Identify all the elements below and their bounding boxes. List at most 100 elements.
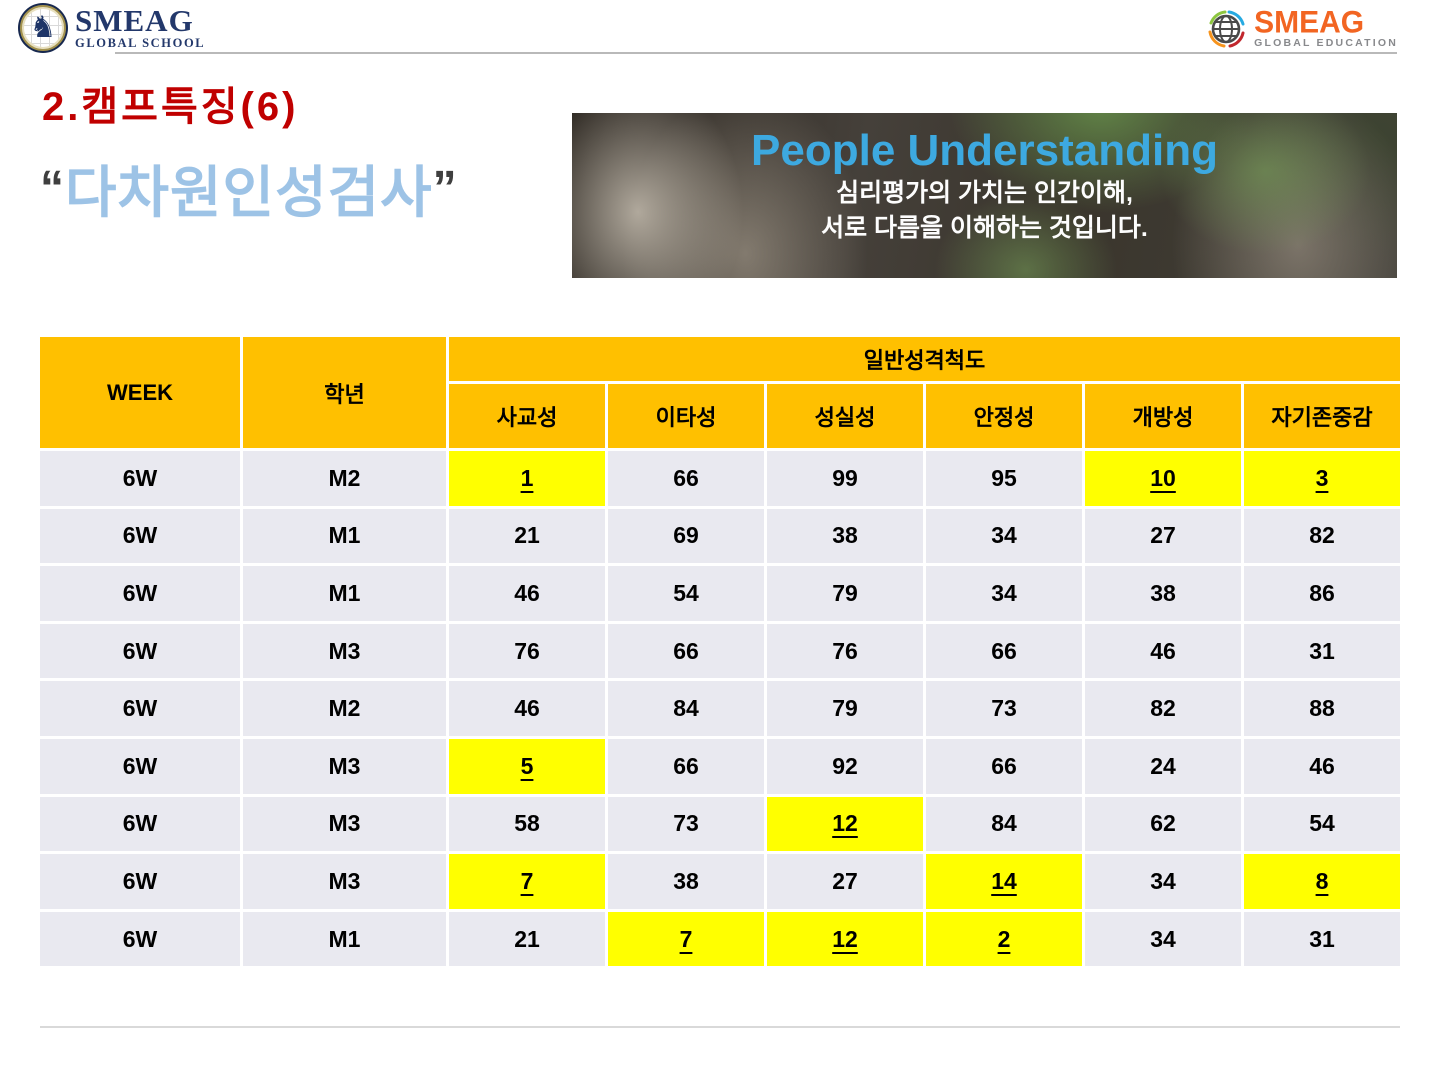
table-row: 6W M1 21 7 12 2 34 31 <box>40 911 1400 967</box>
logo-brand-text: SMEAG <box>75 2 194 38</box>
score-cell-highlighted: 8 <box>1244 854 1400 909</box>
grade-cell: M1 <box>243 911 446 967</box>
score-cell: 38 <box>608 854 764 909</box>
score-cell: 66 <box>608 451 764 506</box>
score-cell: 58 <box>449 796 605 852</box>
score-cell: 38 <box>767 508 923 564</box>
score-cell-highlighted: 10 <box>1085 451 1241 506</box>
banner-line-1: 심리평가의 가치는 인간이해, <box>836 179 1133 207</box>
score-cell: 88 <box>1244 681 1400 736</box>
score-cell: 27 <box>1085 508 1241 564</box>
score-cell: 99 <box>767 451 923 506</box>
page-title: 2.캠프특징(6) <box>42 85 299 129</box>
group-header-scale: 일반성격척도 <box>449 337 1400 381</box>
score-cell-highlighted: 14 <box>926 854 1082 909</box>
column-header-grade: 학년 <box>243 337 446 448</box>
score-cell: 24 <box>1085 738 1241 794</box>
grade-cell: M3 <box>243 854 446 909</box>
score-cell: 92 <box>767 738 923 794</box>
score-cell: 66 <box>608 738 764 794</box>
score-cell: 76 <box>767 623 923 679</box>
score-cell-highlighted: 3 <box>1244 451 1400 506</box>
grade-cell: M2 <box>243 451 446 506</box>
grade-cell: M3 <box>243 738 446 794</box>
personality-test-table: WEEK 학년 일반성격척도 사교성 이타성 성실성 안정성 개방성 자기존중감 6W M2… <box>40 337 1400 967</box>
week-cell: 6W <box>40 681 240 736</box>
globe-icon <box>1208 10 1245 48</box>
score-cell: 34 <box>1085 854 1241 909</box>
table-row: 6W M1 46 54 79 34 38 86 <box>40 566 1400 621</box>
score-cell: 34 <box>1085 911 1241 967</box>
score-cell: 66 <box>608 623 764 679</box>
score-cell-highlighted: 12 <box>767 796 923 852</box>
table-row: 6W M1 21 69 38 34 27 82 <box>40 508 1400 564</box>
week-cell: 6W <box>40 738 240 794</box>
week-cell: 6W <box>40 508 240 564</box>
banner-line-2: 서로 다름을 이해하는 것입니다. <box>821 214 1148 242</box>
table-row: 6W M3 5 66 92 66 24 46 <box>40 738 1400 794</box>
personality-test-table-wrap: WEEK 학년 일반성격척도 사교성 이타성 성실성 안정성 개방성 자기존중감 6W M2… <box>40 337 1400 967</box>
score-cell: 76 <box>449 623 605 679</box>
score-cell: 66 <box>926 738 1082 794</box>
column-header: 안정성 <box>926 384 1082 448</box>
column-header-week: WEEK <box>40 337 240 448</box>
score-cell: 73 <box>608 796 764 852</box>
score-cell: 21 <box>449 508 605 564</box>
people-understanding-banner: People Understanding 심리평가의 가치는 인간이해, 서로 … <box>572 113 1397 278</box>
grade-cell: M3 <box>243 796 446 852</box>
week-cell: 6W <box>40 911 240 967</box>
score-cell-highlighted: 7 <box>449 854 605 909</box>
grade-cell: M2 <box>243 681 446 736</box>
score-cell: 34 <box>926 566 1082 621</box>
logo-brand-text: SMEAG <box>1254 4 1365 40</box>
header-divider <box>115 52 1397 54</box>
week-cell: 6W <box>40 623 240 679</box>
week-cell: 6W <box>40 566 240 621</box>
score-cell-highlighted: 7 <box>608 911 764 967</box>
score-cell: 69 <box>608 508 764 564</box>
score-cell-highlighted: 5 <box>449 738 605 794</box>
score-cell-highlighted: 2 <box>926 911 1082 967</box>
score-cell: 54 <box>1244 796 1400 852</box>
logo-brand-subtext: GLOBAL SCHOOL <box>75 35 206 50</box>
score-cell: 21 <box>449 911 605 967</box>
subtitle-text: 다차원인성검사 <box>65 161 433 224</box>
score-cell: 84 <box>608 681 764 736</box>
column-header: 성실성 <box>767 384 923 448</box>
column-header: 자기존중감 <box>1244 384 1400 448</box>
table-row: 6W M3 76 66 76 66 46 31 <box>40 623 1400 679</box>
score-cell: 31 <box>1244 623 1400 679</box>
score-cell: 46 <box>1244 738 1400 794</box>
score-cell: 86 <box>1244 566 1400 621</box>
score-cell: 27 <box>767 854 923 909</box>
table-row: 6W M2 46 84 79 73 82 88 <box>40 681 1400 736</box>
score-cell: 46 <box>449 566 605 621</box>
close-quote: ” <box>432 162 458 215</box>
horse-emblem-icon: ♞ <box>20 5 66 51</box>
week-cell: 6W <box>40 796 240 852</box>
week-cell: 6W <box>40 854 240 909</box>
score-cell: 82 <box>1244 508 1400 564</box>
footer-divider <box>40 1026 1400 1028</box>
score-cell: 73 <box>926 681 1082 736</box>
table-row: 6W M3 58 73 12 84 62 54 <box>40 796 1400 852</box>
score-cell: 46 <box>449 681 605 736</box>
column-header: 이타성 <box>608 384 764 448</box>
logo-brand-subtext: GLOBAL EDUCATION <box>1254 36 1398 49</box>
banner-heading: People Understanding <box>751 126 1218 175</box>
score-cell: 66 <box>926 623 1082 679</box>
score-cell: 62 <box>1085 796 1241 852</box>
score-cell: 79 <box>767 681 923 736</box>
score-cell: 34 <box>926 508 1082 564</box>
score-cell: 31 <box>1244 911 1400 967</box>
score-cell: 84 <box>926 796 1082 852</box>
score-cell: 54 <box>608 566 764 621</box>
smeag-education-logo: SMEAG GLOBAL EDUCATION <box>1205 4 1398 50</box>
score-cell-highlighted: 12 <box>767 911 923 967</box>
column-header: 개방성 <box>1085 384 1241 448</box>
open-quote: “ <box>40 162 65 215</box>
score-cell: 38 <box>1085 566 1241 621</box>
score-cell: 82 <box>1085 681 1241 736</box>
table-row: 6W M3 7 38 27 14 34 8 <box>40 854 1400 909</box>
column-header: 사교성 <box>449 384 605 448</box>
